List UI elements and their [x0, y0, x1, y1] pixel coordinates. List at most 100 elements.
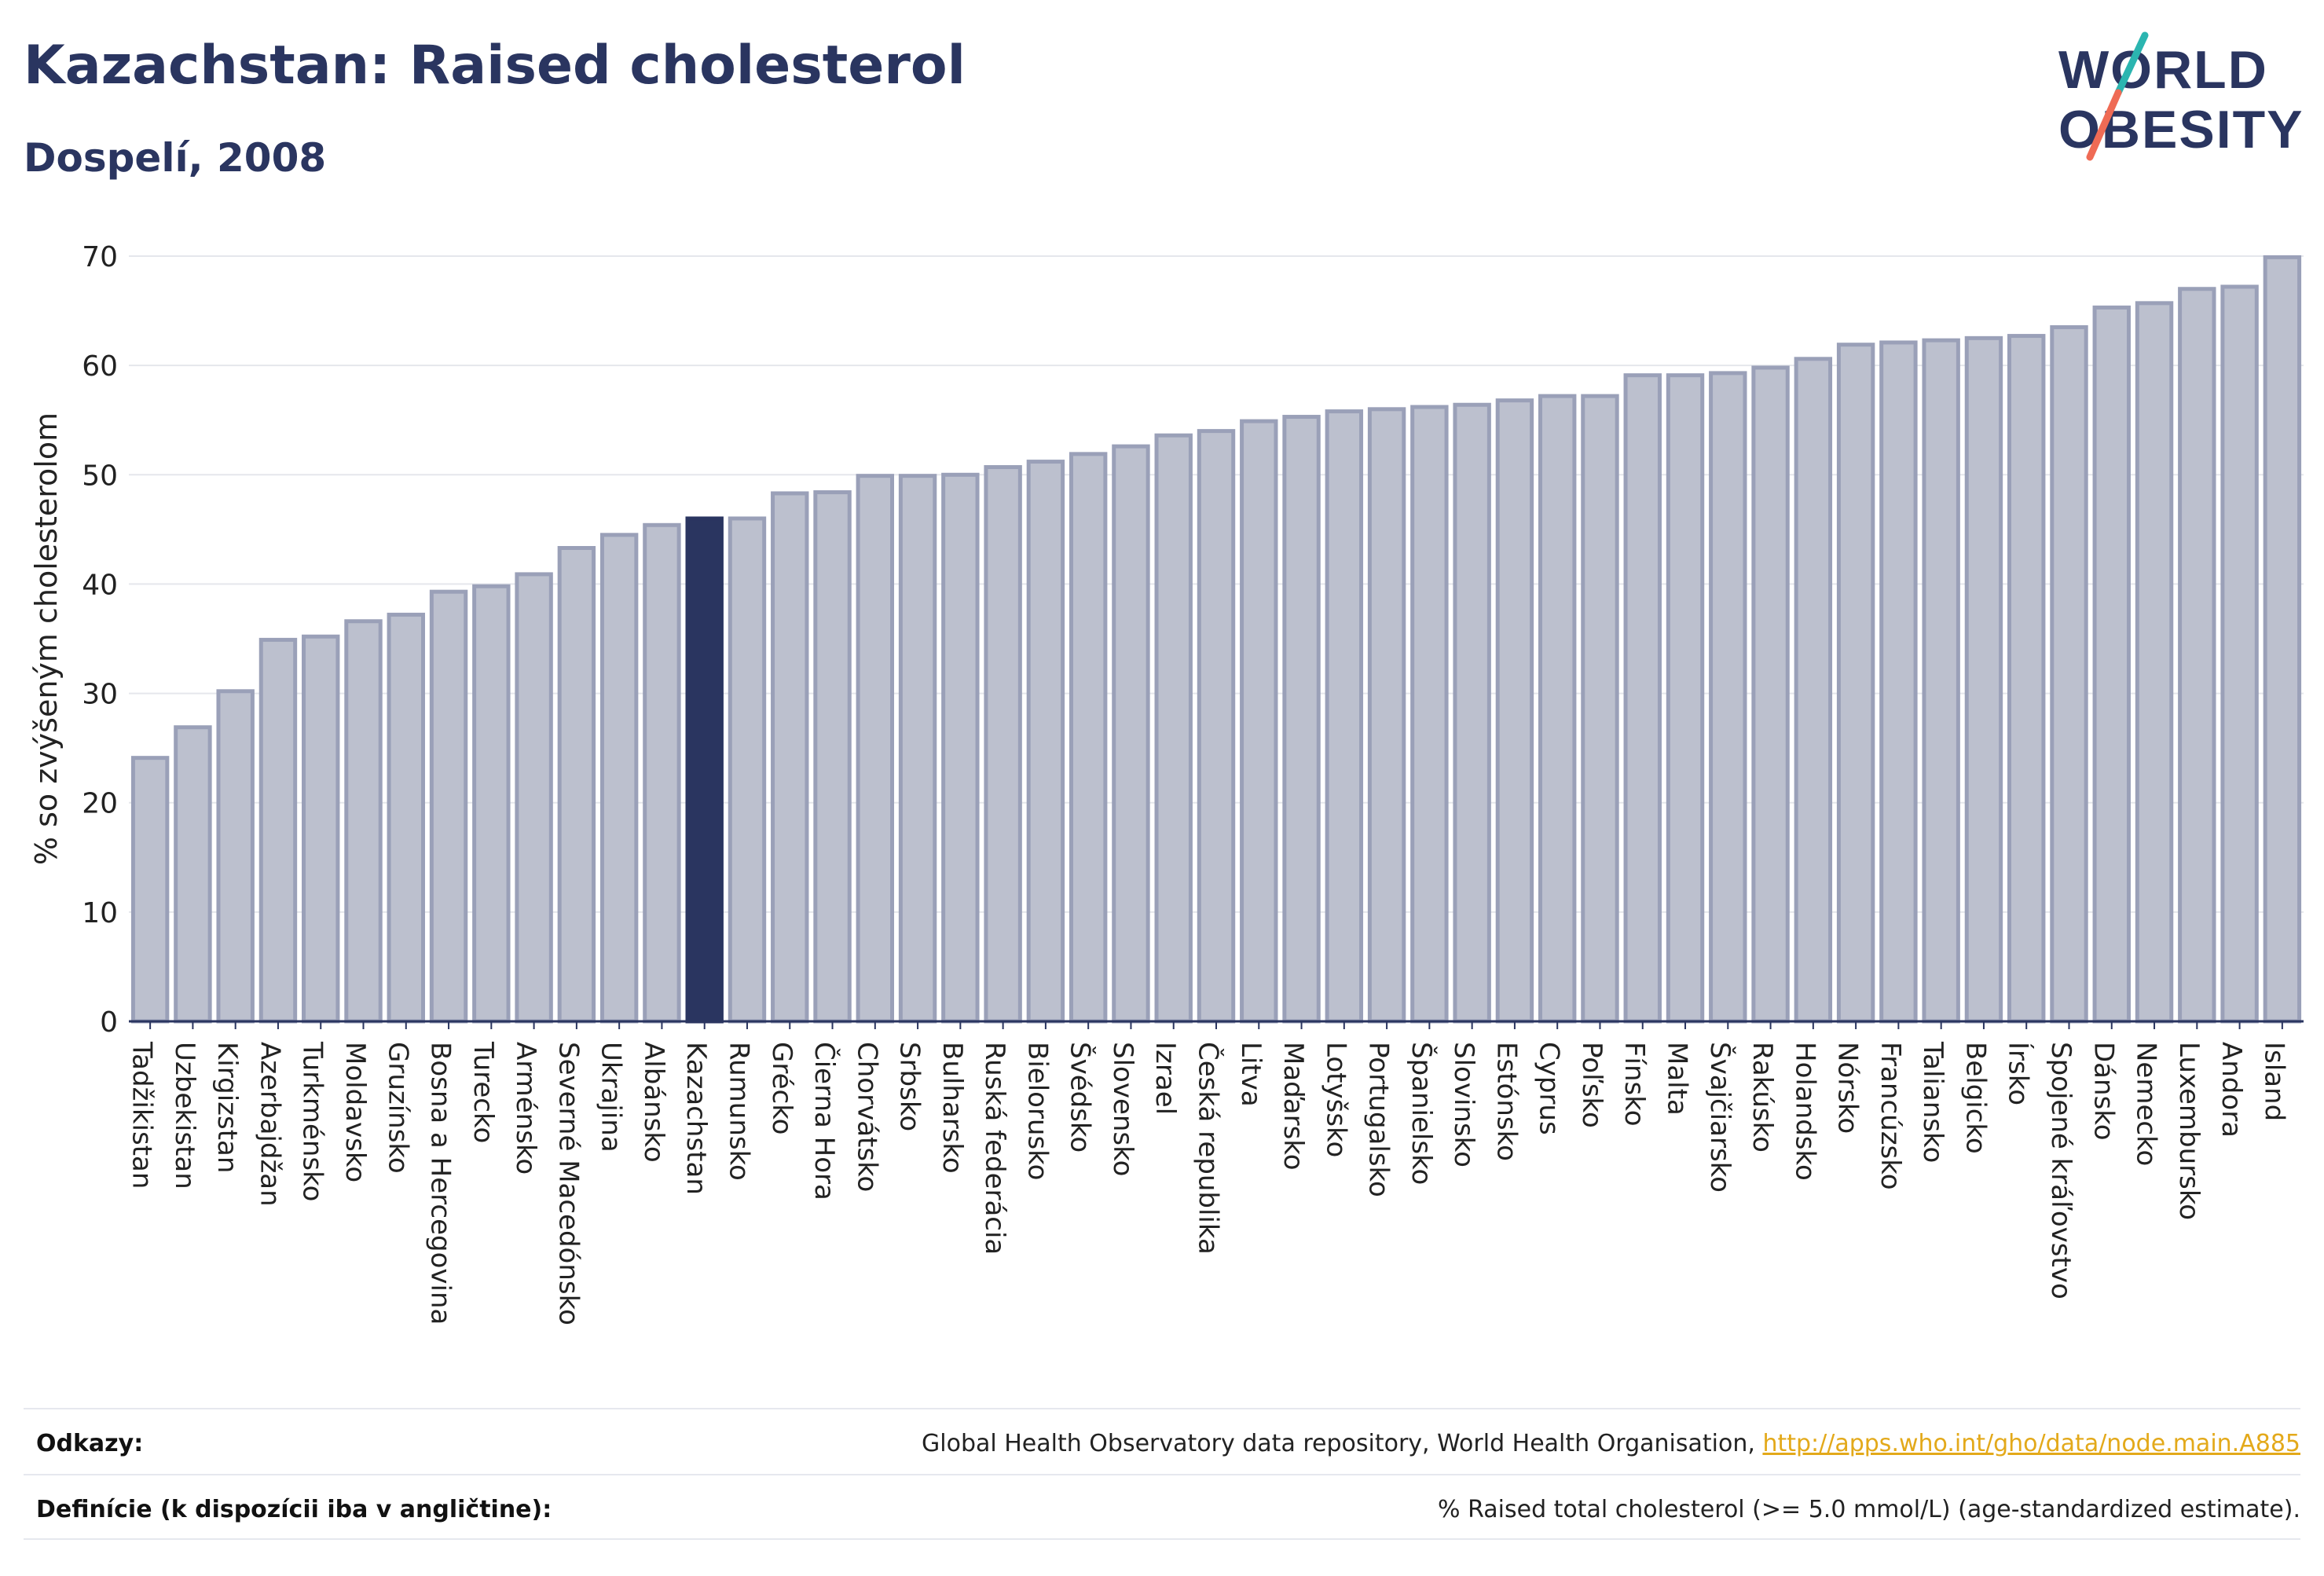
x-tick-label: Turecko: [467, 1041, 499, 1143]
chart-title: Kazachstan: Raised cholesterol: [24, 35, 966, 97]
bar[interactable]: [557, 546, 596, 1024]
x-tick-label: Spojené kráľovstvo: [2045, 1042, 2077, 1299]
bar[interactable]: [1794, 357, 1833, 1024]
bar[interactable]: [2092, 305, 2131, 1024]
bar[interactable]: [174, 725, 212, 1024]
bar[interactable]: [1751, 365, 1790, 1024]
bar[interactable]: [387, 612, 425, 1024]
bar[interactable]: [2135, 301, 2174, 1024]
bar[interactable]: [1836, 343, 1875, 1024]
bar[interactable]: [1922, 338, 1960, 1024]
world-obesity-logo[interactable]: WORLD OBESITY: [2043, 31, 2310, 173]
bar[interactable]: [1879, 340, 1918, 1024]
bar[interactable]: [1495, 398, 1534, 1024]
x-tick-label: Arménsko: [510, 1042, 541, 1175]
bar[interactable]: [258, 637, 298, 1024]
bar[interactable]: [216, 689, 255, 1024]
bar[interactable]: [472, 584, 511, 1024]
x-tick-label: Srbsko: [894, 1042, 926, 1131]
bar[interactable]: [728, 516, 767, 1024]
bar[interactable]: [1709, 371, 1747, 1024]
y-axis-label: % so zvýšeným cholesterolom: [29, 412, 64, 865]
bar[interactable]: [643, 522, 681, 1024]
sources-label: Odkazy:: [36, 1430, 144, 1457]
bar[interactable]: [302, 634, 340, 1024]
x-tick-label: Albánsko: [638, 1042, 669, 1163]
x-tick-label: Švédsko: [1065, 1042, 1097, 1153]
x-tick-label: Česká republika: [1193, 1042, 1225, 1255]
bars: [130, 255, 2302, 1024]
bar[interactable]: [1623, 373, 1662, 1024]
bar[interactable]: [1666, 373, 1705, 1024]
sources-link[interactable]: http://apps.who.int/gho/data/node.main.A…: [1762, 1430, 2300, 1457]
x-tick-label: Nemecko: [2131, 1042, 2162, 1166]
bar[interactable]: [1581, 394, 1619, 1024]
x-tick-label: Portugalsko: [1363, 1042, 1395, 1197]
x-tick-label: Ukrajina: [596, 1042, 627, 1153]
x-tick-label: Rumunsko: [723, 1042, 754, 1181]
bar[interactable]: [1069, 452, 1108, 1024]
definition-label: Definície (k dispozícii iba v angličtine…: [36, 1496, 552, 1523]
x-tick-label: Francúzsko: [1875, 1042, 1906, 1190]
bar[interactable]: [771, 491, 809, 1024]
bar[interactable]: [1367, 407, 1406, 1024]
bar[interactable]: [1964, 335, 2003, 1024]
x-tick-label: Kirgizstan: [211, 1042, 243, 1173]
x-tick-label: Slovinsko: [1448, 1042, 1479, 1167]
x-tick-label: Turkménsko: [297, 1041, 328, 1201]
bar[interactable]: [1282, 415, 1321, 1024]
bar[interactable]: [1112, 444, 1150, 1024]
x-tick-label: Cyprus: [1534, 1042, 1565, 1135]
bar[interactable]: [1325, 409, 1364, 1024]
x-tick-label: Gruzínsko: [382, 1042, 413, 1174]
x-tick-label: Malta: [1662, 1042, 1693, 1116]
bar[interactable]: [898, 474, 937, 1024]
bar[interactable]: [1197, 429, 1236, 1024]
y-axis-ticks: 0 10 20 30 40 50 60 70: [82, 241, 118, 1039]
bar-highlighted[interactable]: [685, 516, 724, 1024]
y-tick-label: 20: [82, 788, 118, 820]
x-tick-label: Lotyšsko: [1320, 1042, 1351, 1157]
x-tick-label: Ruská federácia: [979, 1042, 1010, 1255]
bar[interactable]: [941, 472, 980, 1024]
x-tick-label: Španielsko: [1406, 1042, 1438, 1185]
footer-divider-bottom: [24, 1538, 2300, 1540]
x-tick-label: Andora: [2216, 1042, 2247, 1138]
bar[interactable]: [1026, 460, 1065, 1024]
bar[interactable]: [2050, 324, 2088, 1024]
bar[interactable]: [515, 572, 553, 1024]
bar[interactable]: [1453, 402, 1491, 1024]
bar[interactable]: [2263, 255, 2302, 1024]
bar[interactable]: [856, 474, 895, 1024]
logo-slash-teal-icon: [2114, 31, 2149, 97]
bar[interactable]: [1410, 405, 1449, 1024]
bar-chart: 0 10 20 30 40 50 60 70 Tadžikistan Uzbekistan Kir…: [29, 241, 2304, 1325]
bar[interactable]: [599, 533, 639, 1024]
x-tick-label: Poľsko: [1576, 1042, 1607, 1128]
bar[interactable]: [1538, 394, 1577, 1024]
footer-divider-middle: [24, 1474, 2300, 1475]
bar[interactable]: [984, 465, 1022, 1024]
bar[interactable]: [429, 589, 468, 1024]
x-tick-label: Rakúsko: [1747, 1042, 1778, 1153]
bar[interactable]: [344, 619, 383, 1024]
x-tick-label: Čierna Hora: [808, 1042, 841, 1200]
bar[interactable]: [2007, 334, 2046, 1024]
bar[interactable]: [813, 490, 852, 1024]
x-tick-label: Bulharsko: [937, 1042, 968, 1174]
bar[interactable]: [2178, 287, 2216, 1024]
x-axis-ticks: Tadžikistan Uzbekistan Kirgizstan Azerbajdž…: [126, 1021, 2289, 1325]
y-tick-label: 30: [82, 679, 118, 711]
x-tick-label: Chorvátsko: [851, 1042, 882, 1192]
definition-value: % Raised total cholesterol (>= 5.0 mmol/…: [1438, 1496, 2300, 1523]
y-tick-label: 60: [82, 350, 118, 383]
x-tick-label: Fínsko: [1618, 1042, 1650, 1127]
bar[interactable]: [130, 756, 170, 1024]
sources-value: Global Health Observatory data repositor…: [922, 1430, 2300, 1457]
x-tick-label: Belgicko: [1959, 1042, 1991, 1154]
bar[interactable]: [1154, 433, 1193, 1024]
bar[interactable]: [1240, 419, 1278, 1024]
x-tick-label: Švajčiarsko: [1704, 1042, 1736, 1193]
bar[interactable]: [2220, 284, 2259, 1024]
y-tick-label: 40: [82, 569, 118, 601]
